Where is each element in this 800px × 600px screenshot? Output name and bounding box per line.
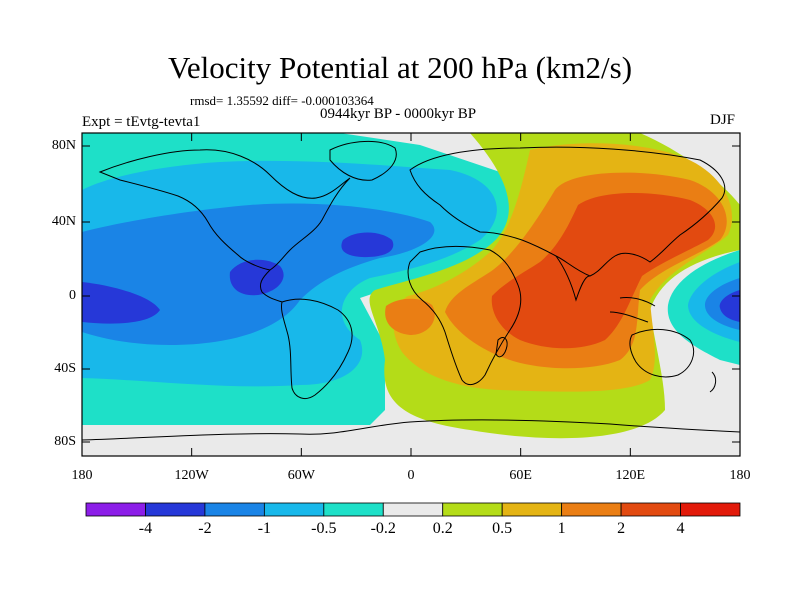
colorbar-label: -1 [257,520,272,537]
lat-tick-label: 40S [54,361,76,376]
coastline-africa [407,245,522,386]
field-pos-3 [491,193,716,349]
lat-tick-label: 80N [51,138,76,153]
lat-tick-label: 40N [51,214,76,229]
period-label: 0944kyr BP - 0000kyr BP [320,106,477,122]
experiment-label: Expt = tEvtg-tevta1 [82,114,201,130]
field-neg-3a [82,282,160,324]
colorbar-box [382,502,444,517]
field-neg-3b [229,259,284,296]
stats-line: rmsd= 1.35592 diff= -0.000103364 [190,93,374,108]
colorbar [85,502,741,517]
colorbar-label: 1 [557,520,566,537]
colorbar-box [501,502,563,517]
lon-tick-label: 60E [509,468,532,483]
colorbar-label: -0.5 [311,520,337,537]
lon-tick-label: 0 [407,468,415,483]
colorbar-box [620,502,681,517]
lat-tick-label: 0 [69,288,76,303]
colorbar-box [442,502,503,517]
colorbar-label: -4 [138,520,153,537]
colorbar-label: -0.2 [370,520,396,537]
lon-tick-label: 120E [615,468,646,483]
lat-tick-label: 80S [54,434,76,449]
colorbar-label: 0.2 [432,520,453,537]
colorbar-box [323,502,384,517]
season-label: DJF [710,112,736,128]
coastline-south-america [281,298,353,399]
colorbar-box [263,502,325,517]
colorbar-box [204,502,265,517]
lon-tick-label: 60W [287,468,315,483]
coastline-new-zealand [709,371,717,393]
coastline-india [555,255,591,302]
colorbar-box [561,502,622,517]
coastline-greenland [329,140,397,181]
coastline-antarctica [82,419,740,441]
map-title: Velocity Potential at 200 hPa (km2/s) [167,50,633,85]
lon-tick-label: 120W [174,468,209,483]
colorbar-label: 4 [676,520,685,537]
field-neg-3c [341,232,394,258]
coastline-eurasia [409,146,726,277]
colorbar-box [680,502,741,517]
colorbar-label: -2 [198,520,212,537]
colorbar-box [85,502,146,517]
coastline-central-america [259,269,283,303]
field-neg-3-east [719,290,740,322]
colorbar-label: 2 [617,520,626,537]
coastline-maritime-asia [609,297,656,323]
field-pos-2b [385,298,435,335]
contour-field [82,133,740,456]
coastlines [82,140,740,441]
colorbar-box [145,502,206,517]
coastline-north-america [98,149,351,271]
colorbar-label: 0.5 [492,520,513,537]
lon-tick-label: 180 [71,468,93,483]
lon-tick-label: 180 [729,468,751,483]
tick-marks [81,133,741,456]
coastline-madagascar [495,337,508,358]
coastline-australia [629,328,694,378]
